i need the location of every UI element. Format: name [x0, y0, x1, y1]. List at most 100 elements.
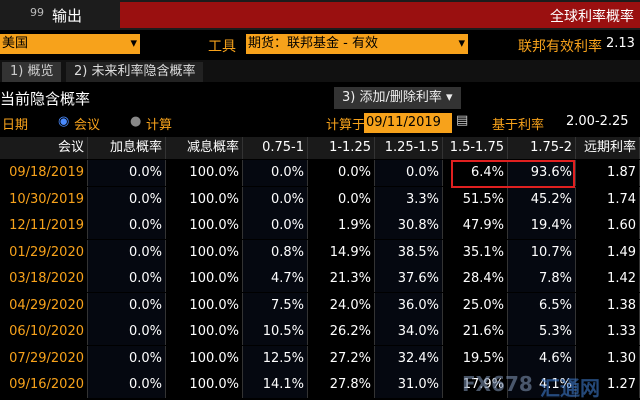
table-cell: 0.0% — [243, 186, 308, 213]
table-cell: 0.0% — [375, 160, 443, 186]
column-header: 1.75-2 — [508, 137, 576, 159]
column-header: 1.5-1.75 — [443, 137, 508, 159]
table-cell: 35.1% — [443, 239, 508, 266]
meeting-date: 06/10/2020 — [0, 319, 88, 345]
table-cell: 1.49 — [576, 239, 640, 266]
meeting-date: 12/11/2019 — [0, 213, 88, 239]
table-cell: 100.0% — [166, 213, 243, 239]
table-cell: 100.0% — [166, 186, 243, 213]
table-cell: 0.0% — [88, 239, 166, 266]
table-cell: 21.3% — [308, 266, 375, 292]
highlight-box — [451, 160, 575, 188]
base-rate-label: 基于利率 — [492, 118, 545, 133]
dropdown-arrow: ▾ — [130, 36, 137, 51]
radio-meeting-label: 会议 — [74, 118, 101, 133]
table-cell: 47.9% — [443, 213, 508, 239]
table-cell: 0.0% — [88, 160, 166, 186]
calc-date-field[interactable]: 09/11/2019 — [364, 113, 452, 133]
table-cell: 0.0% — [88, 319, 166, 345]
table-cell: 37.6% — [375, 266, 443, 292]
table-cell: 3.3% — [375, 186, 443, 213]
table-cell: 27.2% — [308, 345, 375, 372]
window-title: 全球利率概率 — [550, 9, 634, 25]
table-cell: 32.4% — [375, 345, 443, 372]
column-header: 加息概率 — [88, 137, 166, 159]
table-cell: 100.0% — [166, 319, 243, 345]
table-cell: 100.0% — [166, 160, 243, 186]
table-cell: 0.0% — [308, 186, 375, 213]
table-cell: 27.8% — [308, 372, 375, 398]
table-cell: 0.0% — [88, 372, 166, 398]
meeting-date: 10/30/2019 — [0, 186, 88, 213]
table-cell: 10.5% — [243, 319, 308, 345]
table-cell: 4.1% — [508, 372, 576, 398]
meeting-date: 07/29/2020 — [0, 345, 88, 372]
instrument-dropdown[interactable]: 期货：联邦基金 - 有效 ▾ — [246, 34, 468, 54]
table-cell: 51.5% — [443, 186, 508, 213]
table-cell: 36.0% — [375, 292, 443, 319]
date-label: 日期 — [2, 118, 29, 133]
table-cell: 100.0% — [166, 345, 243, 372]
table-cell: 0.0% — [88, 186, 166, 213]
table-cell: 26.2% — [308, 319, 375, 345]
section-title: 当前隐含概率 — [0, 90, 91, 108]
table-cell: 1.33 — [576, 319, 640, 345]
country: 美国 — [2, 36, 29, 51]
column-header: 1-1.25 — [308, 137, 375, 159]
table-cell: 17.9% — [443, 372, 508, 398]
column-header: 会议 — [0, 137, 88, 159]
meeting-date: 09/16/2020 — [0, 372, 88, 398]
base-rate: 2.00-2.25 — [566, 114, 629, 129]
table-cell: 0.0% — [243, 213, 308, 239]
radio-unselected[interactable]: ● — [130, 114, 142, 129]
meeting-date: 04/29/2020 — [0, 292, 88, 319]
table-cell: 14.1% — [243, 372, 308, 398]
table-cell: 1.60 — [576, 213, 640, 239]
table-cell: 30.8% — [375, 213, 443, 239]
table-cell: 6.5% — [508, 292, 576, 319]
instrument-label: 工具 — [208, 39, 236, 55]
table-cell: 34.0% — [375, 319, 443, 345]
meeting-date: 03/18/2020 — [0, 266, 88, 292]
table-cell: 0.0% — [243, 160, 308, 186]
table-cell: 7.5% — [243, 292, 308, 319]
table-cell: 19.5% — [443, 345, 508, 372]
table-cell: 100.0% — [166, 266, 243, 292]
table-cell: 10.7% — [508, 239, 576, 266]
table-cell: 1.74 — [576, 186, 640, 213]
tab-implied[interactable]: 2) 未来利率隐含概率 — [66, 62, 204, 82]
table-cell: 0.0% — [88, 213, 166, 239]
table-cell: 19.4% — [508, 213, 576, 239]
table-cell: 7.8% — [508, 266, 576, 292]
table-cell: 100.0% — [166, 372, 243, 398]
table-cell: 1.30 — [576, 345, 640, 372]
rate-label: 联邦有效利率 — [518, 39, 602, 55]
table-cell: 0.0% — [88, 345, 166, 372]
add-remove-button[interactable]: 3) 添加/删除利率 ▾ — [334, 87, 461, 109]
country-dropdown[interactable]: 美国 ▾ — [0, 34, 140, 54]
table-cell: 31.0% — [375, 372, 443, 398]
tab-overview[interactable]: 1) 概览 — [2, 62, 62, 82]
meeting-date: 01/29/2020 — [0, 239, 88, 266]
radio-calc-label: 计算 — [146, 118, 173, 133]
calc-on-label: 计算于 — [326, 118, 366, 133]
radio-selected[interactable]: ◉ — [58, 114, 70, 129]
watermark-name: 汇通网 — [540, 376, 600, 400]
title-bar — [120, 2, 640, 28]
column-header: 远期利率 — [576, 137, 640, 159]
table-cell: 12.5% — [243, 345, 308, 372]
menu-number: 99 — [30, 6, 44, 19]
meeting-date: 09/18/2019 — [0, 160, 88, 186]
table-cell: 100.0% — [166, 239, 243, 266]
table-cell: 25.0% — [443, 292, 508, 319]
menu-button[interactable]: 输出 — [52, 7, 83, 25]
table-cell: 1.42 — [576, 266, 640, 292]
rate-value: 2.13 — [606, 36, 635, 51]
calendar-icon[interactable]: ▤ — [456, 113, 469, 128]
table-cell: 1.87 — [576, 160, 640, 186]
instrument: 期货：联邦基金 - 有效 — [248, 36, 378, 51]
table-cell: 100.0% — [166, 292, 243, 319]
dropdown-arrow: ▾ — [458, 36, 465, 51]
table-cell: 1.27 — [576, 372, 640, 398]
